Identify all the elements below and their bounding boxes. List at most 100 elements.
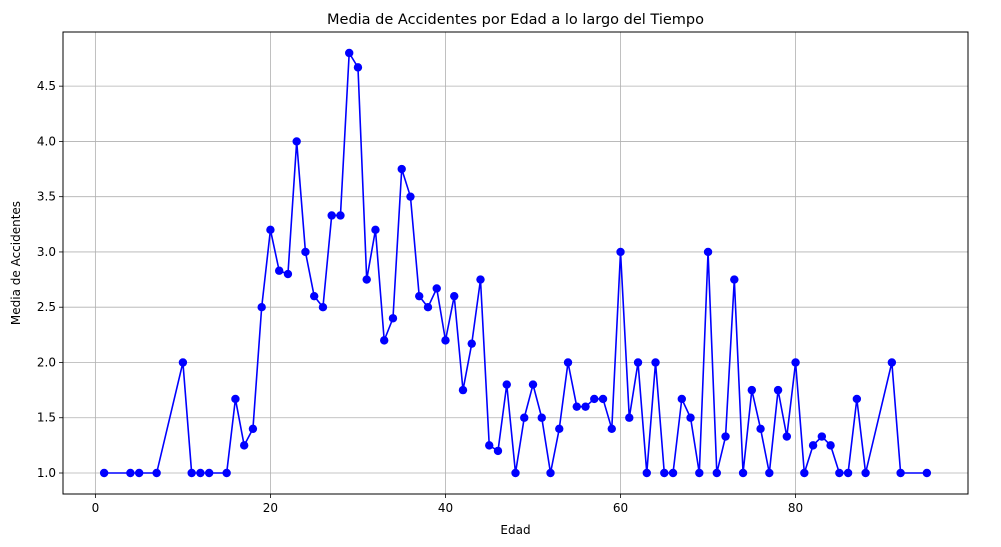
data-point [712,468,722,478]
plot-background [63,32,968,494]
y-tick-label: 3.5 [37,190,56,204]
x-axis-label: Edad [500,523,530,537]
data-point [590,394,599,404]
data-point [458,385,468,395]
data-point [756,424,765,433]
data-point [397,164,406,174]
data-point [843,468,853,478]
data-point [651,358,660,367]
data-point [555,424,564,433]
data-point [327,211,336,220]
data-point [423,303,433,312]
y-axis-ticks: 1.0 1.5 2.0 2.5 3.0 3.5 4.0 4.5 [37,79,63,480]
data-point [415,291,424,301]
data-point [520,413,529,422]
data-point [204,468,214,478]
x-tick-label: 0 [92,501,100,515]
y-tick-label: 1.5 [37,411,56,425]
data-point [861,468,870,478]
data-point [239,441,249,450]
data-point [511,468,520,478]
data-point [528,380,538,389]
data-point [686,413,695,422]
data-point [450,291,459,301]
data-point [134,468,144,478]
data-point [703,247,713,257]
data-point [432,284,441,293]
data-point [345,48,354,58]
x-tick-label: 20 [263,501,278,515]
data-point [668,468,678,478]
x-tick-label: 40 [438,501,453,515]
data-point [309,291,319,301]
data-point [581,402,590,411]
data-point [380,336,389,345]
data-point [852,394,862,404]
data-point [222,468,231,478]
data-point [572,402,581,411]
data-point [677,394,686,404]
data-point [730,275,739,284]
data-point [274,266,284,275]
data-point [598,394,608,404]
data-point [887,358,897,367]
data-point [248,424,258,433]
data-point [485,441,494,450]
data-point [371,225,380,235]
plot-frame [62,31,969,495]
data-point [616,247,625,257]
data-point [318,303,328,312]
data-point [126,468,135,478]
data-point [633,358,643,367]
data-point [257,303,266,312]
data-point [467,339,476,348]
data-point [187,468,196,478]
data-point [607,424,616,433]
x-tick-label: 60 [613,501,628,515]
x-tick-label: 80 [788,501,803,515]
y-tick-label: 3.0 [37,245,56,259]
data-point [152,468,161,478]
data-point [721,432,730,441]
data-point [476,275,485,284]
data-point [406,192,415,201]
data-point [493,446,503,456]
data-point [642,468,651,478]
data-point [791,358,800,367]
x-axis-ticks: 0 20 40 60 80 [92,494,803,515]
y-tick-label: 2.5 [37,300,56,314]
y-tick-label: 4.5 [37,79,56,93]
data-point [301,247,310,257]
data-point [336,211,345,220]
y-tick-label: 2.0 [37,355,56,369]
data-point [537,413,546,422]
data-point [231,394,240,404]
data-point [292,137,301,146]
data-point [773,385,783,395]
data-point [747,385,757,395]
data-point [563,358,573,367]
data-point [660,468,669,478]
y-tick-label: 4.0 [37,134,56,148]
data-point [817,432,827,441]
data-point [896,468,905,478]
data-point [826,441,835,450]
chart-title: Media de Accidentes por Edad a lo largo … [327,12,704,28]
y-tick-label: 1.0 [37,466,56,480]
data-point [782,432,792,441]
data-point [441,336,450,345]
y-axis-label: Media de Accidentes [9,201,23,325]
data-point [178,358,188,367]
data-point [695,468,704,478]
data-point [353,63,363,72]
data-point [625,413,634,422]
data-point [388,314,398,323]
data-point [196,468,205,478]
data-point [283,269,293,279]
data-point [922,468,932,478]
data-point [835,468,844,478]
data-point [266,225,275,235]
data-point [765,468,774,478]
data-point [502,380,511,389]
